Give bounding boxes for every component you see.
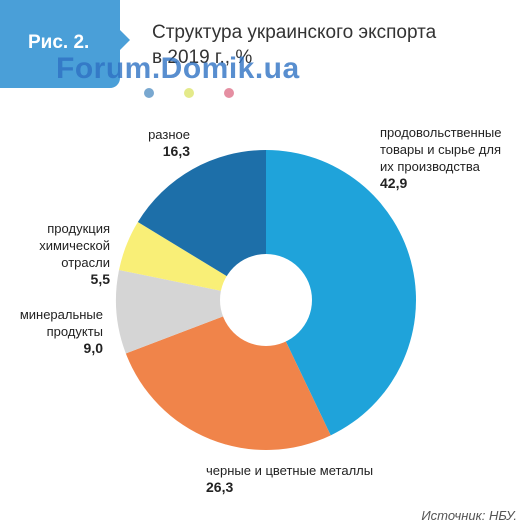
label-misc-line-1: разное (148, 127, 190, 142)
label-food-line-1: продовольственные (380, 125, 502, 140)
source-note: Источник: НБУ. (421, 508, 517, 523)
label-chemical-value: 5,5 (90, 271, 110, 287)
label-food: продовольственные товары и сырье для их … (380, 124, 501, 192)
figure-number: Рис. 2. (28, 32, 90, 53)
label-food-line-3: их производства (380, 159, 480, 174)
slice-misc (137, 150, 266, 300)
label-chemical-line-2: химической (39, 238, 110, 253)
chart-title-line-2: в 2019 г., % (152, 47, 253, 68)
watermark: Forum.Domik.ua (56, 52, 300, 85)
label-food-value: 42,9 (380, 175, 408, 191)
figure-tag-pointer (120, 30, 130, 50)
label-chemical-line-3: отрасли (61, 255, 110, 270)
label-mineral-line-2: продукты (46, 324, 103, 339)
label-chemical-line-1: продукция (47, 221, 110, 236)
label-misc-value: 16,3 (162, 143, 190, 159)
slice-mineral (115, 270, 266, 354)
label-metals-line-1: черные и цветные металлы (206, 463, 374, 478)
label-metals-value: 26,3 (206, 479, 234, 495)
chart-title: Структура украинского экспорта в 2019 г.… (152, 20, 492, 70)
donut-hole (220, 254, 312, 346)
label-chemical: продукция химической отрасли 5,5 (10, 220, 110, 288)
label-misc: разное 16,3 (130, 126, 190, 160)
dot-3 (224, 88, 234, 98)
label-food-line-2: товары и сырье для (380, 142, 501, 157)
dot-1 (144, 88, 154, 98)
figure-tag (0, 0, 120, 88)
chart-title-line-1: Структура украинского экспорта (152, 22, 437, 43)
label-metals: черные и цветные металлы 26,3 (206, 462, 373, 496)
label-mineral-line-1: минеральные (19, 307, 103, 322)
label-mineral-value: 9,0 (83, 340, 103, 356)
label-mineral: минеральные продукты 9,0 (4, 306, 103, 357)
dot-2 (184, 88, 194, 98)
slice-food (266, 150, 417, 436)
